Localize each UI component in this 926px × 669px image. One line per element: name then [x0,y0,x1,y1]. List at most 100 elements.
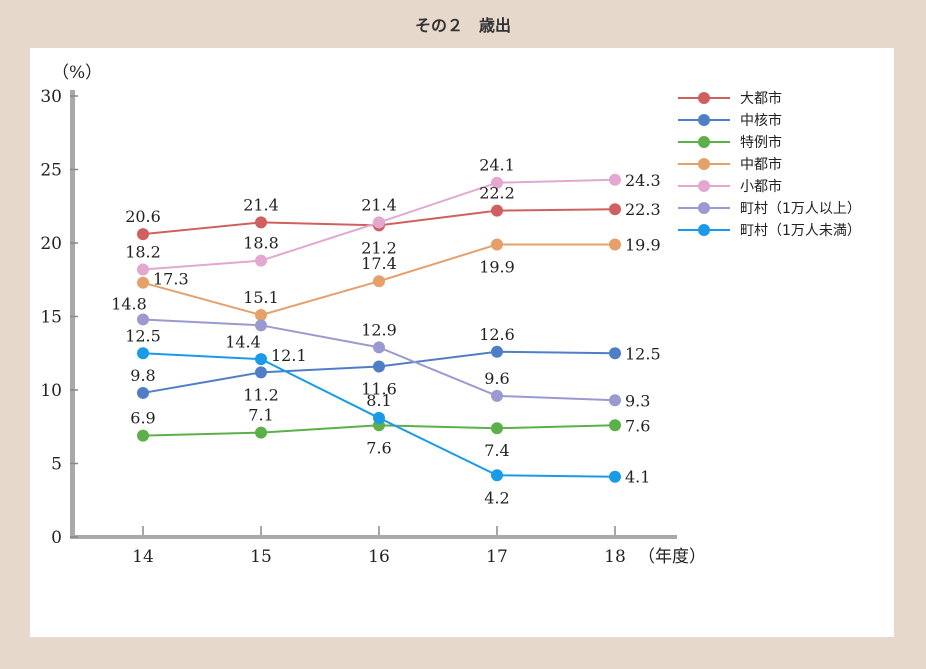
y-tick-label: 15 [40,308,62,328]
data-label: 22.3 [625,200,661,219]
data-point [609,419,621,432]
y-tick-label: 5 [51,455,62,475]
data-point [373,216,385,229]
x-axis-label: （年度） [638,547,706,567]
data-point [255,216,267,229]
y-ticks: 0 5 10 15 20 25 30 [40,87,78,548]
data-point [255,426,267,439]
data-label: 12.6 [479,325,515,344]
data-label: 12.1 [271,346,307,365]
data-label: 9.6 [484,369,509,388]
data-label: 20.6 [125,207,161,226]
y-tick-label: 0 [51,528,62,548]
x-tick-label: 15 [250,547,272,567]
data-point [137,313,149,326]
data-label: 6.9 [130,409,155,428]
chart-title: その２ 歳出 [414,16,511,35]
y-tick-label: 10 [40,381,62,401]
data-label: 17.4 [361,254,397,273]
data-point [491,389,503,402]
x-tick-label: 17 [486,547,508,567]
legend-label: 中都市 [740,156,782,173]
legend-label: 中核市 [740,112,782,129]
data-label: 24.3 [625,171,661,190]
data-label: 19.9 [479,257,515,276]
data-point [373,411,385,424]
data-point [609,203,621,216]
legend-marker [698,202,710,214]
data-point [255,366,267,379]
data-label: 17.3 [153,270,189,289]
y-tick-label: 25 [40,161,62,181]
series-6 [137,347,621,483]
legend-label: 町村（1万人以上） [740,201,861,217]
data-point [137,347,149,360]
y-tick-label: 30 [40,87,62,107]
legend-label: 町村（1万人未満） [740,223,861,239]
data-label: 9.8 [130,366,155,385]
data-label: 18.8 [243,234,279,253]
data-point [491,238,503,251]
legend-marker [698,114,710,126]
legend-item: 中核市 [678,112,782,129]
legend-item: 小都市 [678,178,782,195]
legend-label: 小都市 [740,178,782,195]
data-label: 7.1 [248,406,273,425]
legend-item: 特例市 [678,134,782,151]
x-axis [70,535,677,539]
legend-marker [698,180,710,192]
legend-marker [698,158,710,170]
series-5 [137,313,621,407]
chart-panel: （%） （年度） 0 5 10 15 20 25 30 14 15 16 17 18 20.6 21.… [30,48,894,637]
legend-item: 町村（1万人以上） [678,201,861,217]
x-tick-label: 14 [132,547,154,567]
data-point [609,347,621,360]
data-point [609,238,621,251]
y-axis-label: （%） [52,63,102,83]
data-point [255,319,267,332]
data-label: 19.9 [625,235,661,254]
data-label: 11.6 [361,379,397,398]
data-label: 4.1 [625,468,650,487]
x-tick-label: 16 [368,547,390,567]
data-label: 11.2 [243,385,279,404]
data-point [491,176,503,189]
data-point [609,173,621,186]
data-point [609,394,621,407]
data-label: 14.8 [111,294,147,313]
data-point [137,228,149,241]
data-label: 9.3 [625,391,650,410]
data-label: 4.2 [484,488,509,507]
data-label: 7.4 [484,441,509,460]
data-label: 12.9 [361,320,397,339]
legend-label: 特例市 [740,134,782,151]
data-point [255,353,267,366]
series-1 [137,345,621,399]
data-point [137,386,149,399]
data-label: 14.4 [225,332,261,351]
line-chart: （%） （年度） 0 5 10 15 20 25 30 14 15 16 17 18 20.6 21.… [40,63,861,567]
data-label: 21.4 [243,195,279,214]
legend-marker [698,92,710,104]
legend-label: 大都市 [740,90,782,107]
legend-item: 町村（1万人未満） [678,223,861,239]
data-label: 7.6 [625,416,650,435]
data-label: 18.2 [125,242,161,261]
data-point [137,276,149,289]
data-label: 8.1 [366,391,391,410]
data-labels: 20.6 21.4 21.2 22.2 22.3 9.8 11.2 11.6 12.6 12.5 6… [111,156,660,508]
series-4 [137,173,621,276]
y-tick-label: 20 [40,234,62,254]
legend-marker [698,224,710,236]
data-point [137,263,149,276]
x-ticks: 14 15 16 17 18 [132,526,626,567]
y-axis [70,90,75,537]
x-tick-label: 18 [604,547,626,567]
data-label: 24.1 [479,156,515,175]
data-point [137,429,149,442]
data-point [255,309,267,322]
data-point [373,341,385,354]
data-point [373,275,385,288]
data-label: 21.2 [361,238,397,257]
